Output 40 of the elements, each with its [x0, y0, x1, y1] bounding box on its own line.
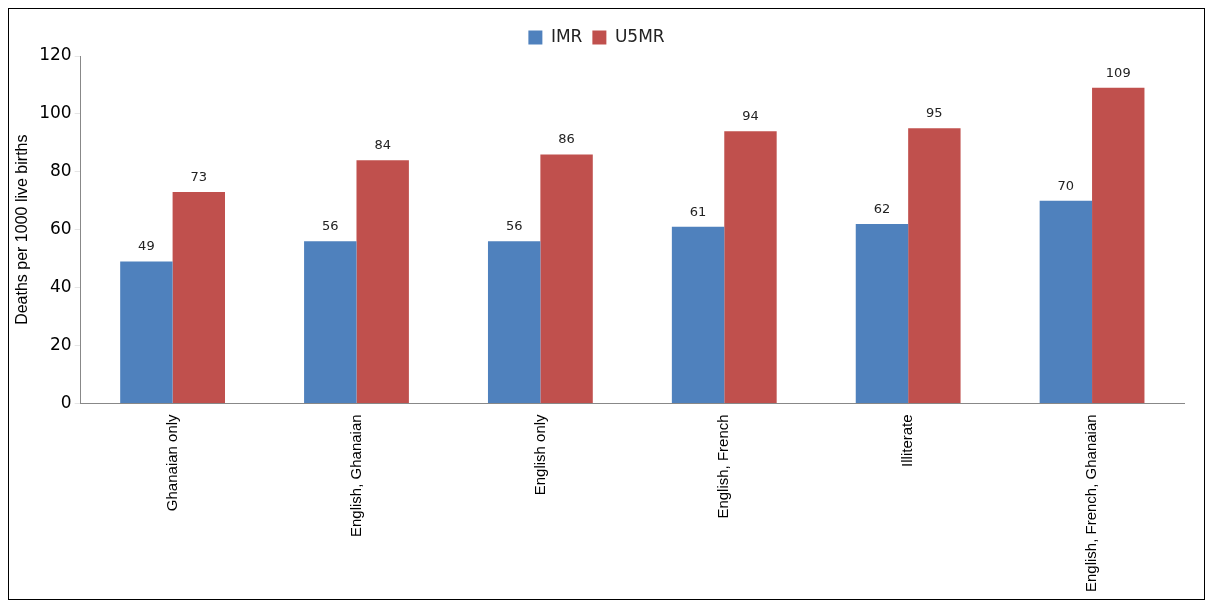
bar [172, 192, 225, 403]
y-axis-title: Deaths per 1000 live births [13, 134, 31, 325]
bar [304, 241, 357, 403]
y-tick-label: 120 [39, 44, 72, 65]
x-tick-label: English only [530, 413, 548, 496]
data-label: 70 [1057, 177, 1075, 193]
y-tick-label: 80 [50, 160, 72, 181]
y-tick-label: 40 [50, 276, 72, 297]
data-label: 62 [873, 200, 891, 216]
data-label: 73 [190, 168, 208, 184]
x-tick-label: English, French [714, 414, 732, 519]
y-tick-label: 0 [60, 391, 72, 412]
data-label: 94 [742, 108, 759, 124]
x-tick-label: English, Ghanaian [346, 414, 364, 537]
bar [540, 154, 593, 403]
data-label: 86 [558, 131, 575, 147]
bar [487, 241, 541, 403]
bar [671, 226, 725, 403]
data-label: 109 [1105, 64, 1131, 80]
y-tick-label: 20 [50, 333, 72, 354]
x-tick-label: Illiterate [898, 414, 916, 467]
bar [908, 128, 961, 403]
bar [356, 160, 409, 403]
bar [855, 223, 909, 403]
bar [724, 131, 777, 403]
bar [1092, 87, 1145, 403]
data-label: 56 [505, 218, 523, 234]
data-label: 84 [374, 137, 391, 153]
data-label: 95 [926, 105, 943, 121]
x-tick-label: English, French, Ghanaian [1082, 414, 1100, 592]
bar [120, 261, 173, 403]
legend-label: U5MR [614, 25, 665, 46]
data-label: 56 [322, 218, 339, 234]
y-tick-label: 60 [50, 218, 72, 239]
x-tick-label: Ghanaian only [162, 413, 180, 512]
data-label: 49 [138, 238, 155, 254]
data-label: 61 [689, 203, 707, 219]
y-tick-label: 100 [39, 102, 72, 123]
legend-label: IMR [550, 25, 583, 46]
bar [1039, 200, 1093, 403]
